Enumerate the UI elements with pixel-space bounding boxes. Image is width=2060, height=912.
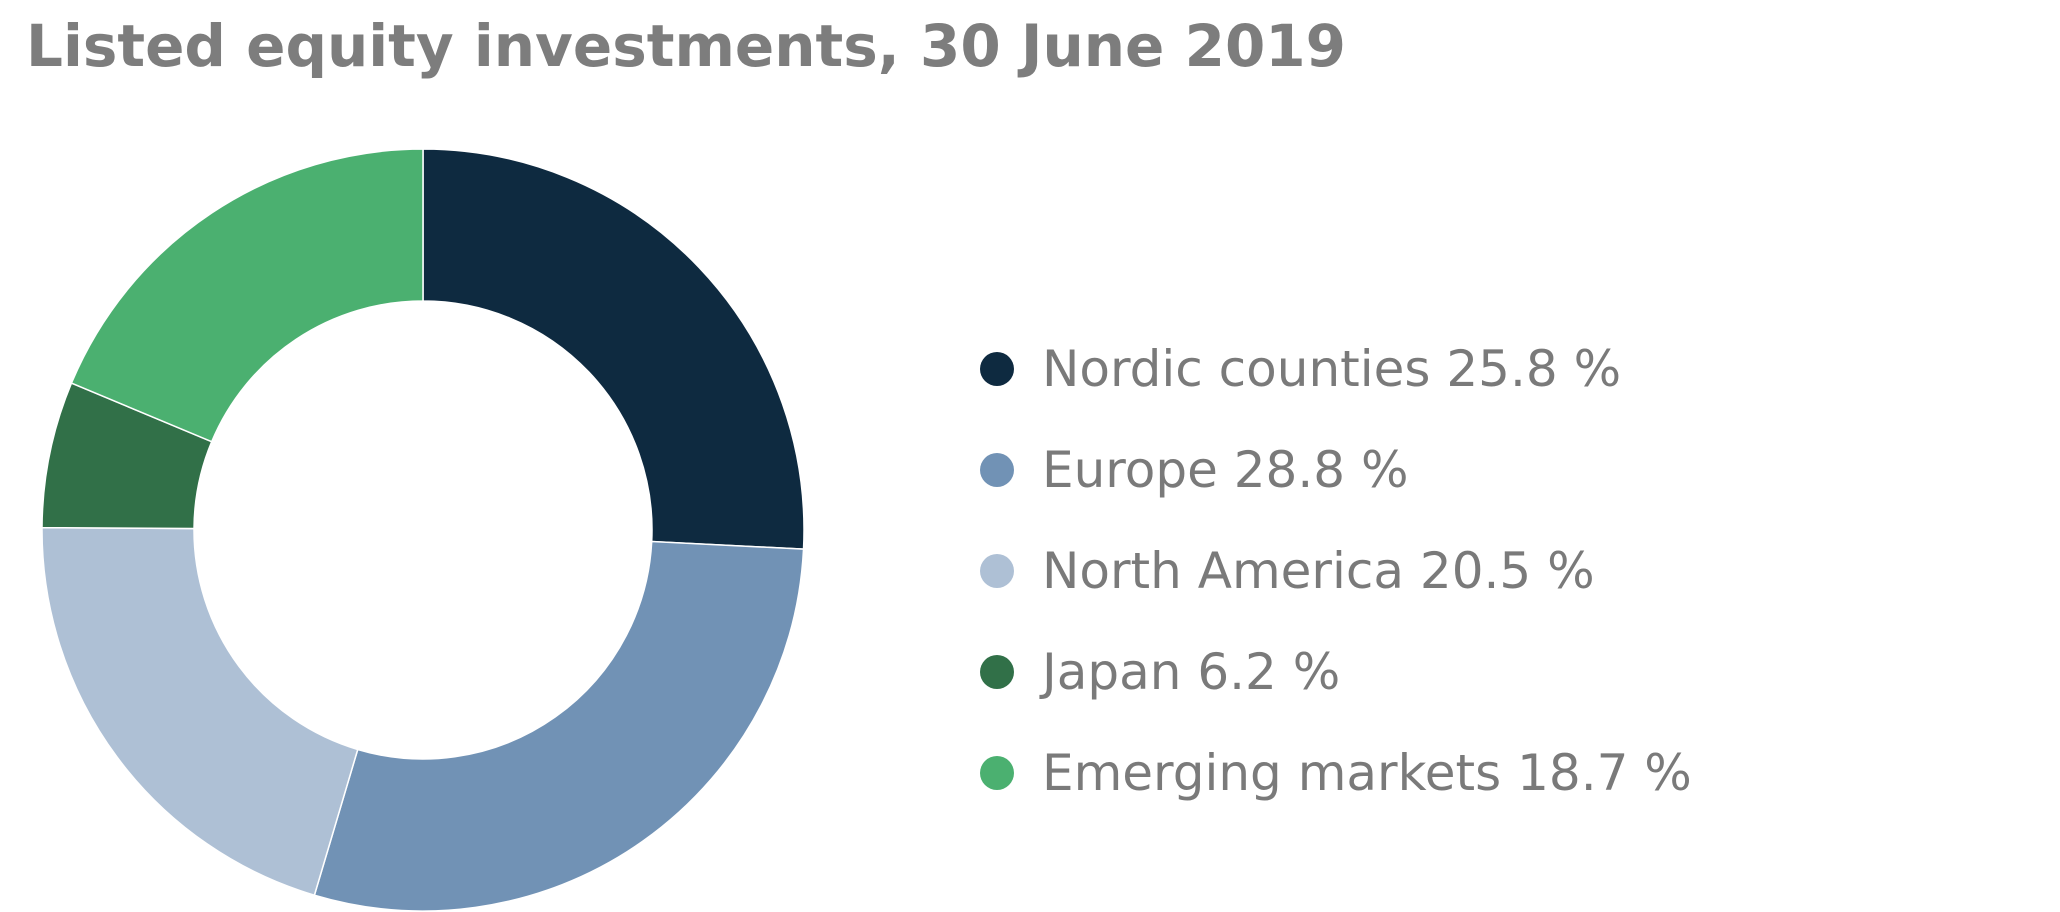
legend-item-emerging-markets: Emerging markets 18.7 % bbox=[980, 722, 1692, 823]
legend-item-north-america: North America 20.5 % bbox=[980, 520, 1692, 621]
legend-label-emerging-markets: Emerging markets 18.7 % bbox=[1042, 743, 1692, 802]
legend-item-japan: Japan 6.2 % bbox=[980, 621, 1692, 722]
legend-label-nordic: Nordic counties 25.8 % bbox=[1042, 339, 1622, 398]
legend-marker-europe bbox=[980, 452, 1014, 487]
slice-europe bbox=[313, 540, 805, 912]
chart-title: Listed equity investments, 30 June 2019 bbox=[26, 12, 1347, 80]
legend-label-north-america: North America 20.5 % bbox=[1042, 541, 1595, 600]
legend-item-europe: Europe 28.8 % bbox=[980, 419, 1692, 520]
legend-marker-nordic bbox=[980, 351, 1014, 386]
chart-legend: Nordic counties 25.8 % Europe 28.8 % Nor… bbox=[980, 318, 1692, 823]
donut-slices bbox=[41, 148, 805, 912]
slice-nordic bbox=[422, 148, 805, 550]
legend-item-nordic: Nordic counties 25.8 % bbox=[980, 318, 1692, 419]
slice-north-america bbox=[41, 526, 359, 897]
legend-marker-north-america bbox=[980, 553, 1014, 588]
legend-label-japan: Japan 6.2 % bbox=[1042, 642, 1341, 701]
legend-label-europe: Europe 28.8 % bbox=[1042, 440, 1409, 499]
slice-emerging-markets bbox=[70, 148, 424, 443]
legend-marker-emerging-markets bbox=[980, 755, 1014, 790]
legend-marker-japan bbox=[980, 654, 1014, 689]
